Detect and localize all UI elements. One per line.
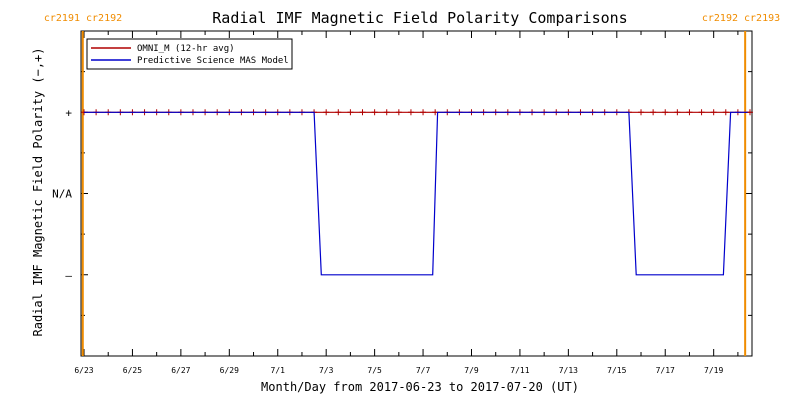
x-tick-label: 6/29 [220, 366, 239, 375]
omni-data-point [335, 109, 342, 116]
omni-data-point [420, 109, 427, 116]
omni-data-point [747, 109, 753, 116]
x-tick-label: 7/1 [271, 366, 286, 375]
y-tick-label: + [65, 106, 72, 119]
x-tick-label: 7/5 [367, 366, 382, 375]
x-tick-label: 7/15 [607, 366, 626, 375]
carrington-label-right: cr2192 cr2193 [702, 13, 780, 24]
legend: OMNI_M (12-hr avg) Predictive Science MA… [86, 38, 293, 70]
omni-data-point [710, 109, 717, 116]
x-tick-label: 7/19 [704, 366, 723, 375]
x-axis-ticks: 6/23 6/25 6/27 6/29 7/1 7/3 7/5 7/7 7/9 7/11 7/13 7… [74, 31, 739, 375]
omni-data-point [371, 109, 378, 116]
omni-data-point [686, 109, 693, 116]
omni-data-point [638, 109, 645, 116]
y-tick-label: – [65, 269, 72, 282]
x-tick-label: 6/25 [123, 366, 142, 375]
omni-data-point [347, 109, 354, 116]
legend-box [86, 38, 293, 70]
chart-title: Radial IMF Magnetic Field Polarity Compa… [212, 9, 627, 27]
x-axis-label: Month/Day from 2017-06-23 to 2017-07-20 … [261, 380, 579, 394]
omni-data-point [662, 109, 669, 116]
x-tick-label: 7/3 [319, 366, 334, 375]
omni-data-point [722, 109, 729, 116]
x-tick-label: 6/23 [74, 366, 93, 375]
legend-label-omni: OMNI_M (12-hr avg) [137, 44, 235, 54]
legend-label-mas: Predictive Science MAS Model [137, 56, 289, 66]
carrington-lines [81, 31, 747, 356]
x-tick-label: 7/9 [464, 366, 479, 375]
series-lines [81, 109, 753, 276]
omni-data-point [395, 109, 402, 116]
x-tick-label: 7/13 [559, 366, 578, 375]
x-tick-label: 7/7 [416, 366, 431, 375]
x-tick-label: 7/17 [656, 366, 675, 375]
y-axis-ticks: + N/A – [52, 71, 752, 316]
omni-data-point [407, 109, 414, 116]
omni-data-point [674, 109, 681, 116]
omni-data-point [698, 109, 705, 116]
x-tick-label: 6/27 [171, 366, 190, 375]
plot-frame [80, 30, 753, 357]
omni-data-point [383, 109, 390, 116]
x-tick-label: 7/11 [510, 366, 529, 375]
omni-data-point [359, 109, 366, 116]
series-line-mas [84, 111, 748, 276]
y-tick-label: N/A [52, 188, 72, 201]
omni-data-point [650, 109, 657, 116]
carrington-label-left: cr2191 cr2192 [44, 13, 122, 24]
y-axis-label: Radial IMF Magnetic Field Polarity (−,+) [31, 48, 45, 337]
omni-data-point [323, 109, 330, 116]
